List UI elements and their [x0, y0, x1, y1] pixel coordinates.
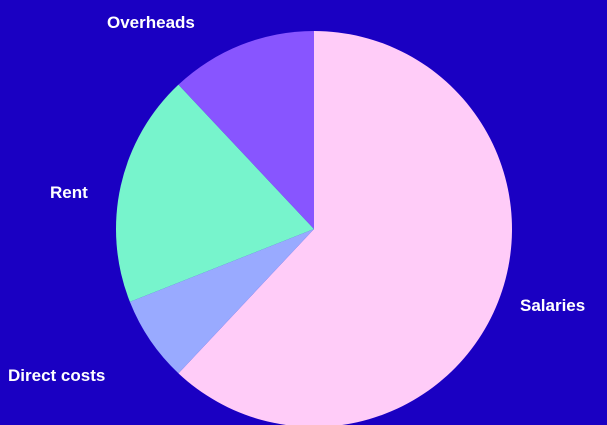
pie-slice-direct-costs [129, 229, 314, 374]
pie-label-salaries: Salaries [520, 296, 585, 315]
pie-labels: Salaries Direct costs Rent Overheads [8, 13, 585, 385]
pie-label-direct-costs: Direct costs [8, 366, 105, 385]
pie-slices [115, 31, 512, 425]
pie-slice-overheads [178, 31, 314, 229]
pie-slice-rent [115, 84, 314, 302]
pie-label-rent: Rent [50, 183, 88, 202]
pie-label-overheads: Overheads [107, 13, 195, 32]
pie-slice-salaries [178, 31, 512, 425]
